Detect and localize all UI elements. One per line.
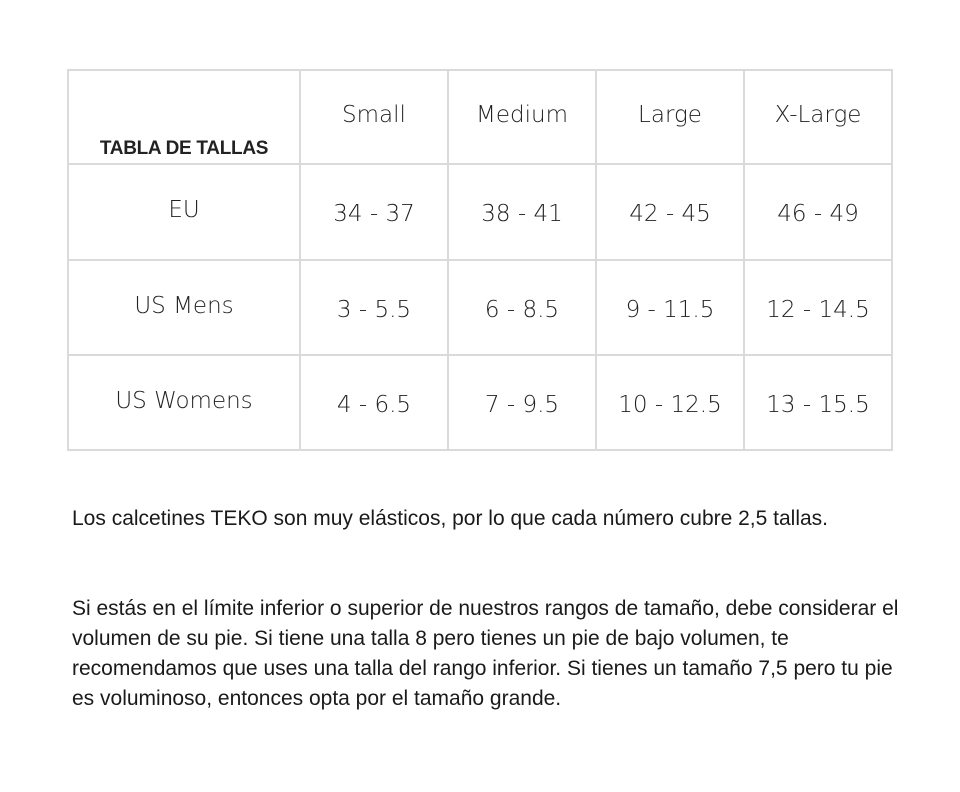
table-cell: 12 - 14.5 (743, 259, 893, 356)
table-cell: 34 - 37 (299, 163, 449, 261)
column-header-small: Small (299, 69, 449, 165)
elasticity-note: Los calcetines TEKO son muy elásticos, p… (72, 507, 829, 530)
column-header-medium: Medium (447, 69, 597, 165)
table-cell: 6 - 8.5 (447, 259, 597, 356)
table-cell: 9 - 11.5 (595, 259, 745, 356)
sizing-advice: Si estás en el límite inferior o superio… (72, 597, 899, 710)
table-cell: 4 - 6.5 (299, 354, 449, 451)
header-row: TABLA DE TALLAS Small Medium Large X-Lar… (67, 69, 893, 165)
row-label-eu: EU (67, 163, 301, 261)
table-cell: 38 - 41 (447, 163, 597, 261)
row-label-us-womens: US Womens (67, 354, 301, 451)
table-row: US Mens 3 - 5.5 6 - 8.5 9 - 11.5 12 - 14… (67, 259, 893, 356)
table-cell: 46 - 49 (743, 163, 893, 261)
table-cell: 13 - 15.5 (743, 354, 893, 451)
table-title: TABLA DE TALLAS (67, 69, 301, 165)
table-row: US Womens 4 - 6.5 7 - 9.5 10 - 12.5 13 -… (67, 354, 893, 451)
table-cell: 3 - 5.5 (299, 259, 449, 356)
column-header-x-large: X-Large (743, 69, 893, 165)
row-label-us-mens: US Mens (67, 259, 301, 356)
table-cell: 10 - 12.5 (595, 354, 745, 451)
table-row: EU 34 - 37 38 - 41 42 - 45 46 - 49 (67, 163, 893, 261)
table-cell: 7 - 9.5 (447, 354, 597, 451)
size-chart-table: TABLA DE TALLAS Small Medium Large X-Lar… (67, 69, 893, 451)
table-cell: 42 - 45 (595, 163, 745, 261)
column-header-large: Large (595, 69, 745, 165)
